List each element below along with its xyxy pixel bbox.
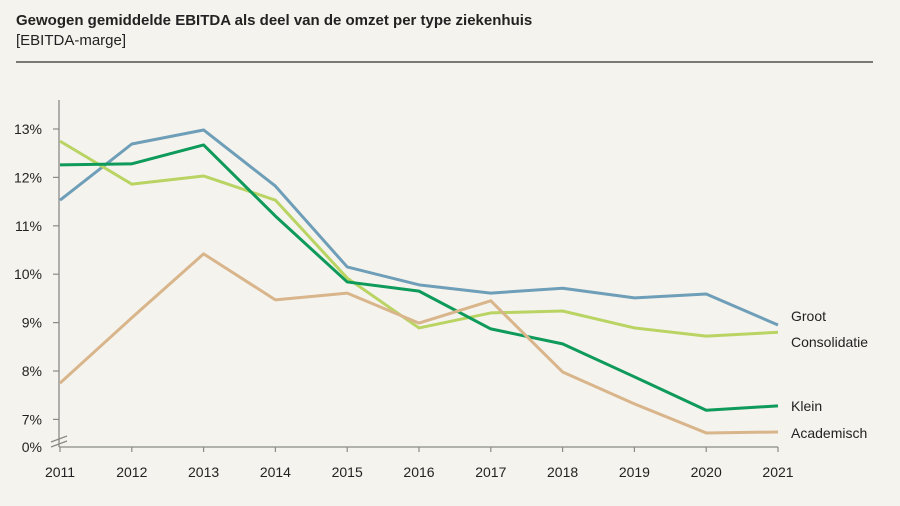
x-tick-label: 2011 xyxy=(45,464,75,480)
x-tick-label: 2014 xyxy=(260,464,291,480)
x-tick-label: 2013 xyxy=(188,464,219,480)
series-line-groot xyxy=(59,128,779,327)
x-tick-label: 2020 xyxy=(691,464,722,480)
title-divider xyxy=(16,61,873,63)
axis-break-mark xyxy=(50,435,68,443)
axis-break-mark xyxy=(50,440,68,448)
legend-label-klein: Klein xyxy=(791,398,822,414)
x-tick-label: 2018 xyxy=(547,464,578,480)
y-tick-label: 13% xyxy=(14,121,42,137)
x-tick-label: 2016 xyxy=(403,464,434,480)
series-line-consolidatie xyxy=(59,139,779,338)
x-tick-label: 2019 xyxy=(619,464,650,480)
x-tick-label: 2021 xyxy=(762,464,793,480)
y-tick-label: 12% xyxy=(14,169,42,185)
legend-label-consolidatie: Consolidatie xyxy=(791,334,868,350)
chart-title: Gewogen gemiddelde EBITDA als deel van d… xyxy=(16,12,533,29)
x-tick-label: 2017 xyxy=(475,464,506,480)
y-tick-label: 0% xyxy=(22,439,42,455)
x-tick-label: 2015 xyxy=(332,464,363,480)
y-tick-label: 8% xyxy=(22,363,42,379)
y-tick-label: 11% xyxy=(15,218,42,234)
series-line-academisch xyxy=(58,252,779,435)
series-line-klein xyxy=(59,143,779,412)
y-tick-label: 9% xyxy=(22,315,42,331)
y-tick-label: 7% xyxy=(22,411,42,427)
x-tick-label: 2012 xyxy=(116,464,147,480)
legend-label-groot: Groot xyxy=(791,308,826,324)
y-tick-label: 10% xyxy=(14,266,42,282)
legend-label-academisch: Academisch xyxy=(791,425,867,441)
chart-subtitle: [EBITDA-marge] xyxy=(16,32,127,49)
